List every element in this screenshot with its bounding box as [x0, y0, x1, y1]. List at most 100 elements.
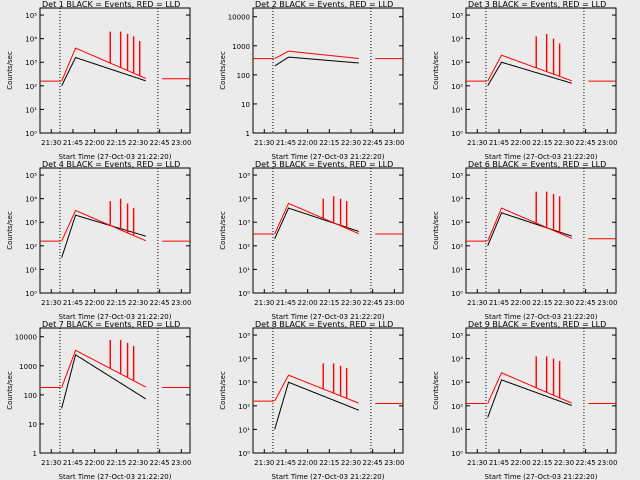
x-tick-label: 23:00 — [384, 299, 404, 307]
y-tick-label: 10⁴ — [25, 196, 37, 204]
y-tick-label: 10⁵ — [238, 172, 250, 180]
y-tick-label: 10⁵ — [451, 172, 463, 180]
x-tick-label: 21:30 — [254, 139, 274, 147]
events-series — [487, 379, 572, 418]
x-tick-label: 22:00 — [511, 299, 531, 307]
events-series — [487, 61, 572, 87]
y-tick-label: 10² — [238, 243, 250, 251]
y-axis-label: Counts/sec — [432, 211, 440, 250]
x-tick-label: 22:00 — [511, 459, 531, 467]
y-tick-label: 10³ — [25, 59, 37, 67]
y-tick-label: 10³ — [25, 219, 37, 227]
panel-title: Det 1 BLACK = Events, RED = LLD — [42, 0, 180, 9]
plot-frame — [465, 7, 617, 134]
y-tick-label: 10¹ — [451, 106, 463, 114]
lld-series — [274, 50, 359, 60]
y-tick-label: 100 — [24, 392, 37, 400]
x-tick-label: 22:15 — [106, 459, 126, 467]
y-tick-label: 10³ — [238, 219, 250, 227]
plot-frame — [252, 167, 404, 294]
y-tick-label: 10⁰ — [238, 290, 250, 298]
x-tick-label: 21:45 — [276, 299, 296, 307]
panel-title: Det 8 BLACK = Events, RED = LLD — [255, 320, 393, 329]
x-tick-label: 23:00 — [384, 459, 404, 467]
y-axis-label: Counts/sec — [6, 51, 14, 90]
y-tick-label: 10⁵ — [451, 332, 463, 340]
y-tick-label: 10¹ — [451, 426, 463, 434]
x-tick-label: 22:45 — [150, 299, 170, 307]
y-tick-label: 10¹ — [25, 266, 37, 274]
y-tick-label: 10² — [451, 403, 463, 411]
y-tick-label: 10³ — [451, 219, 463, 227]
y-tick-label: 10 — [28, 421, 37, 429]
x-tick-label: 23:00 — [171, 459, 191, 467]
y-axis-label: Counts/sec — [6, 371, 14, 410]
y-tick-label: 10³ — [451, 379, 463, 387]
x-tick-label: 21:45 — [276, 139, 296, 147]
x-tick-label: 21:30 — [254, 459, 274, 467]
y-tick-label: 10⁰ — [451, 130, 463, 138]
lld-series — [274, 374, 359, 404]
x-tick-label: 21:45 — [276, 459, 296, 467]
x-tick-label: 22:30 — [341, 299, 361, 307]
y-tick-label: 10² — [451, 83, 463, 91]
x-tick-label: 23:00 — [597, 459, 617, 467]
y-tick-label: 10¹ — [238, 426, 250, 434]
panel-title: Det 2 BLACK = Events, RED = LLD — [255, 0, 393, 9]
x-axis-label: Start Time (27-Oct-03 21:22:20) — [485, 313, 598, 321]
x-tick-label: 22:45 — [576, 459, 596, 467]
y-tick-label: 10⁴ — [25, 36, 37, 44]
x-tick-label: 21:45 — [489, 139, 509, 147]
x-tick-label: 22:15 — [532, 139, 552, 147]
detector-panel: Det 3 BLACK = Events, RED = LLD Counts/se… — [432, 0, 617, 161]
y-tick-label: 10⁰ — [25, 130, 37, 138]
plot-frame — [39, 7, 191, 134]
y-tick-label: 10⁰ — [238, 450, 250, 458]
y-tick-label: 10² — [25, 243, 37, 251]
lld-series — [487, 207, 573, 242]
x-tick-label: 22:15 — [319, 139, 339, 147]
y-axis-label: Counts/sec — [6, 211, 14, 250]
y-axis-label: Counts/sec — [432, 51, 440, 90]
x-tick-label: 22:15 — [532, 299, 552, 307]
detector-panel: Det 6 BLACK = Events, RED = LLD Counts/se… — [432, 160, 617, 321]
lld-series — [487, 372, 573, 404]
y-axis-label: Counts/sec — [219, 371, 227, 410]
y-tick-label: 100 — [237, 72, 250, 80]
y-tick-label: 10² — [25, 83, 37, 91]
x-tick-label: 22:00 — [298, 459, 318, 467]
x-tick-label: 21:30 — [467, 459, 487, 467]
y-tick-label: 10² — [451, 243, 463, 251]
x-tick-label: 22:30 — [554, 459, 574, 467]
plot-frame — [252, 7, 404, 134]
panel-title: Det 4 BLACK = Events, RED = LLD — [42, 160, 180, 169]
y-tick-label: 10⁵ — [238, 332, 250, 340]
x-axis-label: Start Time (27-Oct-03 21:22:20) — [272, 473, 385, 480]
x-tick-label: 22:30 — [341, 459, 361, 467]
detector-panel: Det 9 BLACK = Events, RED = LLD Counts/se… — [432, 320, 617, 480]
x-tick-label: 22:45 — [150, 139, 170, 147]
x-tick-label: 22:45 — [363, 459, 383, 467]
x-tick-label: 22:00 — [85, 299, 105, 307]
y-tick-label: 10⁰ — [451, 450, 463, 458]
detector-panel: Det 2 BLACK = Events, RED = LLD Counts/se… — [219, 0, 404, 161]
x-tick-label: 22:45 — [576, 299, 596, 307]
x-tick-label: 21:45 — [63, 299, 83, 307]
detector-panel: Det 8 BLACK = Events, RED = LLD Counts/se… — [219, 320, 404, 480]
events-series — [274, 56, 359, 67]
plot-frame — [465, 327, 617, 454]
x-tick-label: 22:15 — [319, 299, 339, 307]
lld-series — [274, 202, 360, 235]
y-tick-label: 10⁴ — [451, 356, 463, 364]
panel-title: Det 3 BLACK = Events, RED = LLD — [468, 0, 606, 9]
lld-series — [61, 209, 146, 242]
y-tick-label: 10¹ — [238, 266, 250, 274]
x-axis-label: Start Time (27-Oct-03 21:22:20) — [59, 313, 172, 321]
y-tick-label: 10⁴ — [451, 196, 463, 204]
x-tick-label: 22:30 — [554, 139, 574, 147]
panel-title: Det 5 BLACK = Events, RED = LLD — [255, 160, 393, 169]
x-tick-label: 22:15 — [319, 459, 339, 467]
y-tick-label: 10¹ — [25, 106, 37, 114]
y-tick-label: 10 — [241, 101, 250, 109]
